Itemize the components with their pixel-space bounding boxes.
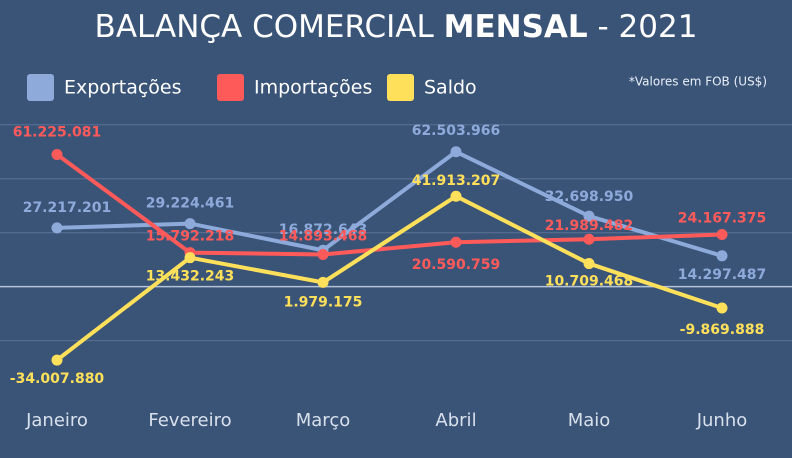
x-tick-label: Junho <box>696 410 748 431</box>
data-point <box>51 354 63 366</box>
data-label: 29.224.461 <box>146 196 235 212</box>
legend-swatch <box>217 74 244 101</box>
data-label: 15.792.218 <box>146 229 235 245</box>
note: *Valores em FOB (US$) <box>629 75 767 89</box>
data-label: 24.167.375 <box>678 211 767 227</box>
series-line <box>56 149 723 258</box>
data-label: -34.007.880 <box>10 371 105 387</box>
series-line <box>55 152 723 257</box>
data-point <box>317 276 329 288</box>
data-point <box>450 146 462 158</box>
data-point <box>450 236 462 248</box>
data-point <box>184 252 196 264</box>
legend-label: Importações <box>254 77 372 99</box>
data-point <box>716 302 728 314</box>
data-label: 1.979.175 <box>284 294 363 310</box>
x-tick-label: Abril <box>435 410 476 431</box>
data-label: 61.225.081 <box>13 125 102 141</box>
title-part: BALANÇA COMERCIAL <box>95 9 435 45</box>
series-line <box>55 194 723 362</box>
x-tick-label: Março <box>296 410 350 431</box>
legend-label: Saldo <box>424 77 477 99</box>
data-label: 16.872.643 <box>279 222 368 238</box>
data-point <box>583 210 595 222</box>
title-part: - 2021 <box>598 9 698 45</box>
data-label: 41.913.207 <box>412 173 501 189</box>
data-label: 10.709.468 <box>545 274 634 290</box>
x-tick-label: Fevereiro <box>148 410 231 431</box>
x-tick-label: Janeiro <box>25 410 88 431</box>
data-point <box>51 222 63 234</box>
legend-label: Exportações <box>64 77 182 99</box>
title-part: MENSAL <box>444 9 588 45</box>
data-point <box>51 149 63 161</box>
data-point <box>716 229 728 241</box>
data-label: 32.698.950 <box>545 189 634 205</box>
data-label: 62.503.966 <box>412 123 501 139</box>
data-label: 21.989.482 <box>545 218 634 234</box>
x-tick-label: Maio <box>568 410 611 431</box>
data-point <box>450 190 462 202</box>
data-label: 14.297.487 <box>678 267 767 283</box>
data-point <box>583 258 595 270</box>
data-label: 13.432.243 <box>146 269 235 285</box>
data-label: -9.869.888 <box>680 322 765 338</box>
data-point <box>317 249 329 261</box>
data-point <box>583 233 595 245</box>
data-point <box>716 250 728 262</box>
data-label: 27.217.201 <box>23 200 112 216</box>
data-label: 14.893.468 <box>279 229 368 245</box>
data-label: 20.590.759 <box>412 257 501 273</box>
legend-swatch <box>387 74 414 101</box>
data-point <box>184 218 196 230</box>
legend-swatch <box>27 74 54 101</box>
chart-title: BALANÇA COMERCIAL MENSAL - 2021 <box>95 9 698 45</box>
